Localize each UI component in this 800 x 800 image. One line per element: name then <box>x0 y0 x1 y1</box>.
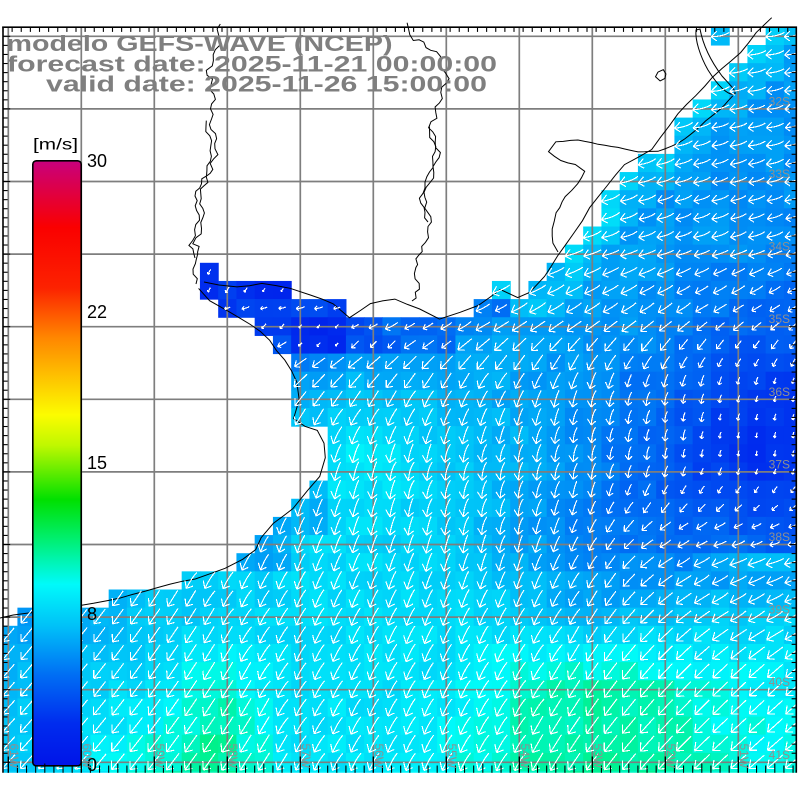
svg-text:32S: 32S <box>769 94 790 108</box>
svg-text:modelo GEFS-WAVE (NCEP): modelo GEFS-WAVE (NCEP) <box>7 31 393 56</box>
svg-text:36S: 36S <box>769 385 790 399</box>
svg-text:37S: 37S <box>769 457 790 471</box>
svg-text:59W: 59W <box>153 744 167 769</box>
svg-text:34S: 34S <box>769 240 790 254</box>
svg-text:35S: 35S <box>769 312 790 326</box>
svg-text:33S: 33S <box>769 167 790 181</box>
svg-text:forecast date: 2025-11-21 00:0: forecast date: 2025-11-21 00:00:00 <box>7 51 497 76</box>
svg-text:56W: 56W <box>372 744 386 769</box>
svg-text:60W: 60W <box>80 744 94 769</box>
svg-text:58W: 58W <box>226 744 240 769</box>
svg-text:41S: 41S <box>769 748 790 762</box>
svg-text:39S: 39S <box>769 603 790 617</box>
svg-text:22: 22 <box>87 302 107 322</box>
svg-text:57W: 57W <box>299 744 313 769</box>
svg-text:55W: 55W <box>445 744 459 769</box>
svg-text:54W: 54W <box>518 744 532 769</box>
svg-text:52W: 52W <box>664 744 678 769</box>
svg-text:40S: 40S <box>769 675 790 689</box>
svg-text:valid date: 2025-11-26 15:00:0: valid date: 2025-11-26 15:00:00 <box>46 72 487 97</box>
svg-text:[m/s]: [m/s] <box>33 137 78 154</box>
svg-text:15: 15 <box>87 453 107 473</box>
svg-text:8: 8 <box>87 604 97 624</box>
svg-text:61W: 61W <box>7 744 21 769</box>
svg-text:0: 0 <box>87 755 97 775</box>
svg-text:51W: 51W <box>737 744 751 769</box>
svg-text:38S: 38S <box>769 530 790 544</box>
svg-text:53W: 53W <box>591 744 605 769</box>
svg-text:30: 30 <box>87 151 107 171</box>
